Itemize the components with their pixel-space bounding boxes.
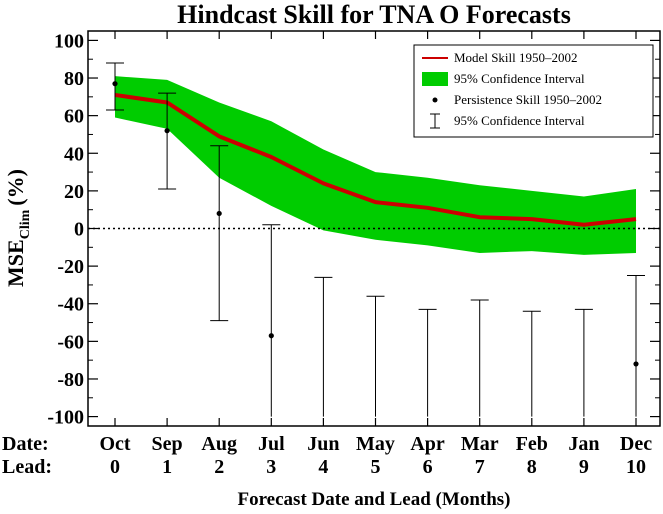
x-tick-label-lead: 1	[162, 456, 172, 478]
x-tick-label-lead: 7	[475, 456, 485, 478]
model-confidence-band	[115, 76, 636, 255]
persistence-point	[164, 128, 170, 134]
y-axis-label-main: MSE	[3, 239, 28, 287]
legend-entry: 95% Confidence Interval	[422, 71, 585, 86]
y-axis-label: MSEClim (%)	[3, 169, 33, 287]
plot-area: 100806040200-20-40-60-80-100Oct0Sep1Aug2…	[47, 30, 661, 478]
x-tick-label-date: Jun	[307, 433, 339, 455]
x-tick-label-date: Jul	[258, 433, 285, 455]
date-row-label: Date:	[2, 433, 49, 455]
persistence-errorbar	[418, 308, 437, 417]
legend: Model Skill 1950–2002 95% Confidence Inte…	[413, 44, 654, 138]
y-tick-label: 40	[64, 143, 84, 165]
persistence-errorbar	[470, 299, 489, 417]
persistence-errorbar	[210, 145, 229, 322]
x-tick-label-lead: 5	[371, 456, 381, 478]
x-tick-label-date: Oct	[99, 433, 130, 455]
x-tick-label-date: Apr	[410, 433, 445, 455]
y-tick-label: 100	[54, 30, 84, 52]
x-tick-label-lead: 8	[527, 456, 537, 478]
lead-row-label: Lead:	[2, 456, 52, 478]
legend-swatch-dot	[432, 97, 438, 103]
x-tick-label-lead: 9	[579, 456, 589, 478]
x-tick-label-date: Mar	[461, 433, 499, 455]
x-tick-label-lead: 0	[110, 456, 120, 478]
legend-label: 95% Confidence Interval	[454, 71, 585, 86]
x-tick-label-lead: 2	[214, 456, 224, 478]
persistence-errorbar	[627, 275, 645, 417]
legend-label: Model Skill 1950–2002	[454, 50, 578, 65]
persistence-errorbar	[106, 62, 124, 111]
y-axis-label-sub: Clim	[18, 209, 33, 239]
x-tick-label-lead: 6	[423, 456, 433, 478]
svg-text:MSEClim(%): MSEClim (%)	[3, 169, 33, 287]
y-tick-label: -100	[47, 407, 84, 429]
persistence-point	[112, 81, 118, 87]
x-tick-label-date: Aug	[201, 433, 237, 455]
y-tick-label: -60	[57, 331, 84, 353]
legend-entry: Model Skill 1950–2002	[422, 50, 578, 65]
persistence-errorbar	[574, 308, 593, 417]
y-tick-label: 80	[64, 68, 84, 90]
persistence-point	[633, 361, 639, 367]
persistence-point	[268, 333, 274, 339]
y-tick-label: 60	[64, 106, 84, 128]
legend-entry: Persistence Skill 1950–2002	[432, 92, 602, 107]
persistence-errorbar	[314, 276, 333, 417]
y-tick-label: -20	[57, 256, 84, 278]
y-axis-label-unit: (%)	[3, 169, 28, 206]
x-tick-label-lead: 4	[318, 456, 328, 478]
persistence-errorbar	[158, 92, 177, 190]
legend-entry: 95% Confidence Interval	[430, 113, 585, 129]
persistence-errorbar	[366, 295, 385, 417]
y-tick-label: 20	[64, 181, 84, 203]
x-tick-label-date: Feb	[516, 433, 548, 455]
x-tick-label-date: Sep	[152, 433, 183, 455]
y-tick-label: -80	[57, 369, 84, 391]
legend-label: Persistence Skill 1950–2002	[454, 92, 602, 107]
model-skill-line	[114, 92, 637, 227]
chart-title: Hindcast Skill for TNA O Forecasts	[177, 0, 571, 29]
x-tick-label-date: Jan	[568, 433, 599, 455]
x-tick-label-lead: 3	[266, 456, 276, 478]
y-tick-label: -40	[57, 294, 84, 316]
persistence-errorbar	[522, 310, 541, 417]
x-axis-label: Forecast Date and Lead (Months)	[237, 489, 510, 510]
x-tick-label-date: May	[356, 433, 395, 455]
persistence-point	[216, 210, 222, 217]
persistence-errorbar	[262, 224, 281, 417]
legend-label: 95% Confidence Interval	[454, 113, 585, 128]
legend-swatch-band	[422, 72, 448, 86]
y-tick-label: 0	[74, 219, 84, 241]
x-tick-label-date: Dec	[620, 433, 652, 455]
legend-box	[413, 44, 654, 138]
x-tick-label-lead: 10	[626, 456, 646, 478]
